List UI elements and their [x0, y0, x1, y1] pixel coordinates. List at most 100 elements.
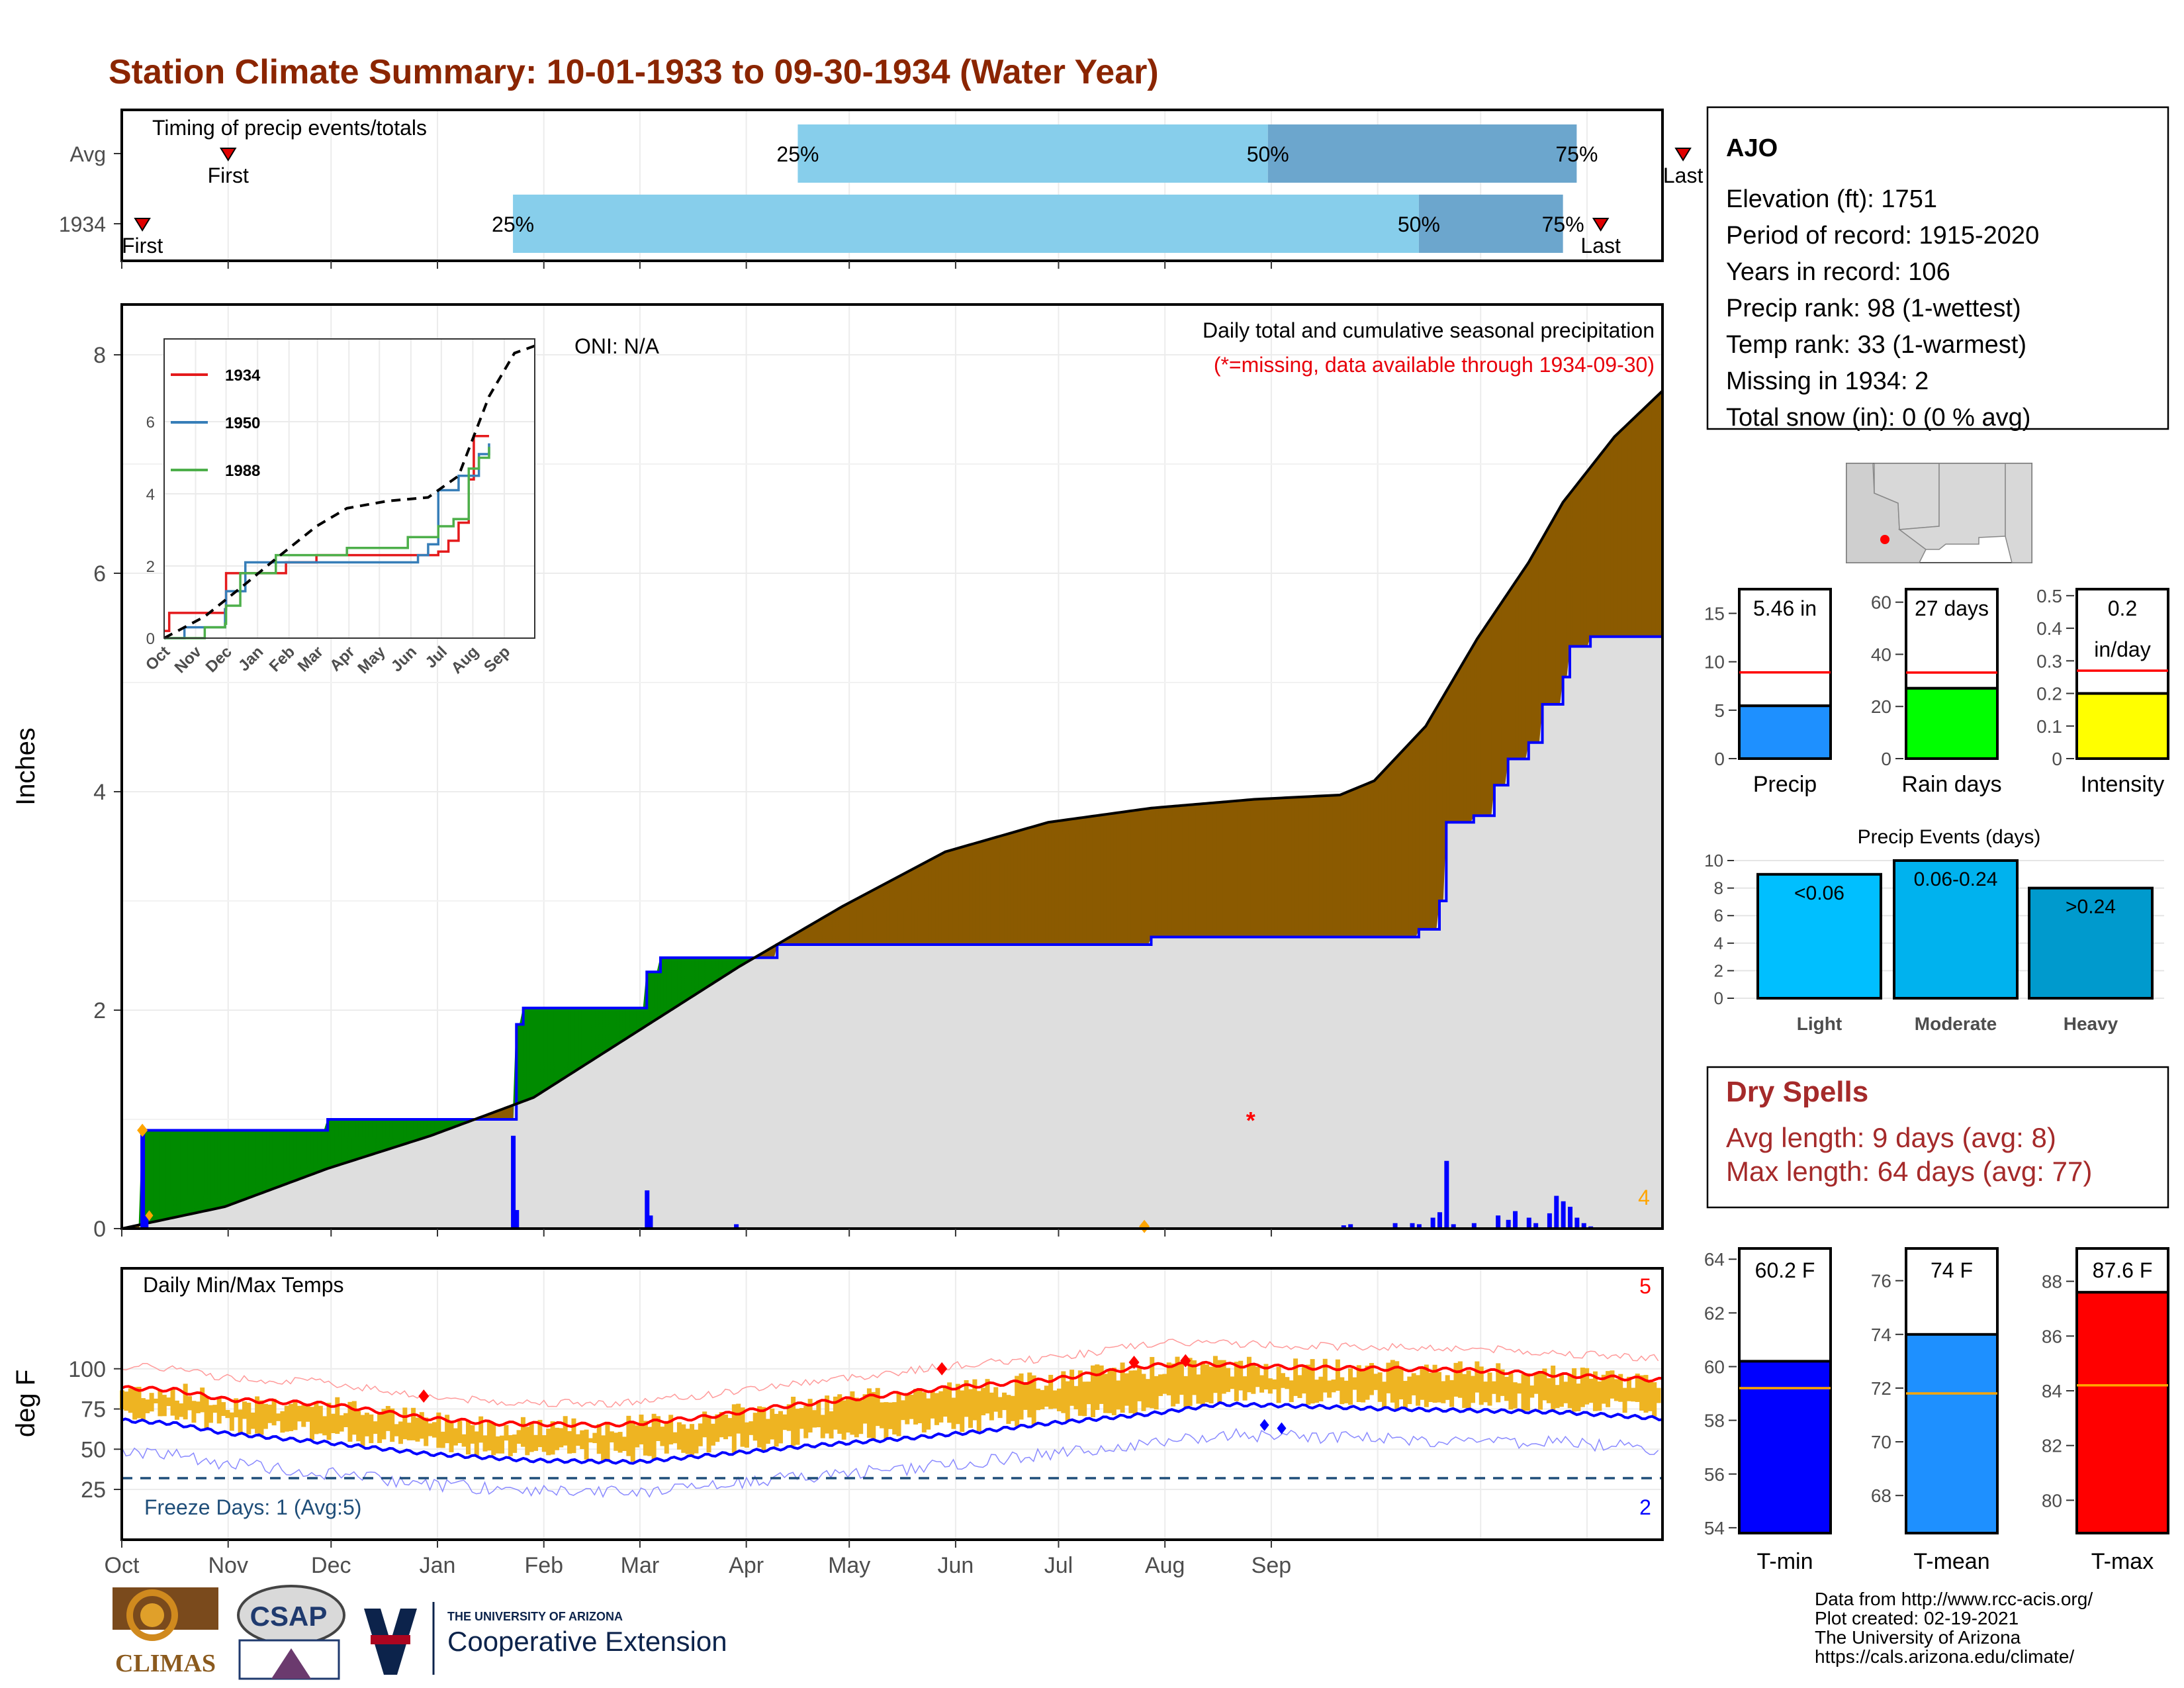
- daily-temp-bar: [1137, 1367, 1142, 1401]
- daily-temp-bar: [491, 1423, 496, 1456]
- daily-temp-bar: [803, 1405, 809, 1438]
- daily-temp-bar: [1470, 1376, 1475, 1403]
- daily-temp-bar: [685, 1429, 690, 1454]
- daily-temp-bar: [474, 1431, 479, 1457]
- daily-temp-bar: [706, 1415, 711, 1453]
- daily-temp-bar: [846, 1397, 851, 1433]
- daily-temp-bar: [757, 1406, 762, 1448]
- y-tick-label: 8: [93, 343, 106, 368]
- station-line: Total snow (in): 0 (0 % avg): [1726, 404, 2030, 432]
- daily-temp-bar: [1500, 1369, 1505, 1396]
- daily-temp-bar: [1361, 1370, 1366, 1403]
- y-tick-label: 72: [1871, 1378, 1891, 1399]
- daily-temp-bar: [263, 1403, 268, 1429]
- daily-temp-bar: [609, 1431, 614, 1442]
- daily-temp-bar: [520, 1417, 525, 1447]
- timing-bar-50-75: [1267, 124, 1577, 183]
- daily-temp-bar: [567, 1430, 572, 1454]
- station-line: Years in record: 106: [1726, 258, 1950, 286]
- timing-label-75: 75%: [1555, 142, 1598, 166]
- daily-temp-bar: [440, 1431, 445, 1448]
- daily-temp-bar: [837, 1394, 842, 1434]
- daily-temp-bar: [1031, 1375, 1036, 1425]
- daily-temp-bar: [1483, 1382, 1488, 1403]
- daily-temp-bar: [791, 1396, 796, 1446]
- daily-temp-bar: [942, 1387, 948, 1417]
- daily-temp-bar: [1652, 1382, 1657, 1417]
- daily-temp-bar: [647, 1427, 653, 1456]
- daily-temp-bar: [930, 1391, 935, 1419]
- summary-label: Intensity: [2081, 772, 2165, 797]
- daily-temp-bar: [1208, 1366, 1214, 1404]
- first-label: First: [208, 164, 249, 187]
- ua-small-text: THE UNIVERSITY OF ARIZONA: [447, 1610, 623, 1623]
- daily-temp-bar: [744, 1422, 749, 1448]
- last-label: Last: [1663, 164, 1704, 187]
- daily-temp-bar: [1512, 1382, 1518, 1409]
- summary-bars: 0 5 10 15 5.46 in Precip 0 20 40 60 27 days Rain da…: [1704, 586, 2171, 797]
- daily-temp-bar: [385, 1405, 390, 1431]
- y-tick-label: 62: [1704, 1303, 1725, 1323]
- daily-temp-bar: [1331, 1380, 1336, 1393]
- daily-temp-bar: [887, 1402, 893, 1429]
- daily-temp-bar: [1411, 1373, 1416, 1395]
- daily-temp-bar: [212, 1405, 218, 1413]
- y-tick-label: 50: [81, 1437, 106, 1462]
- summary-value: 5.46 in: [1753, 596, 1817, 620]
- y-tick-label: 2: [1714, 961, 1723, 980]
- inset-y-tick-label: 6: [146, 414, 155, 432]
- average-max-line: [121, 1360, 1663, 1429]
- y-tick-label: 2: [93, 998, 106, 1023]
- daily-temp-bar: [1348, 1368, 1353, 1405]
- daily-temp-bar: [1175, 1356, 1180, 1404]
- y-tick-label: 70: [1871, 1432, 1891, 1452]
- daily-precip-bar: [1341, 1225, 1346, 1229]
- daily-temp-bar: [681, 1424, 686, 1453]
- daily-temp-bar: [390, 1408, 395, 1442]
- ua-big-text: Cooperative Extension: [447, 1626, 727, 1657]
- daily-temp-bar: [1107, 1370, 1113, 1413]
- daily-temp-bar: [1162, 1374, 1167, 1394]
- daily-temp-bar: [1626, 1376, 1631, 1401]
- daily-temp-bar: [1259, 1375, 1265, 1393]
- y-tick-label: 8: [1714, 878, 1723, 898]
- daily-temp-bar: [1196, 1374, 1201, 1404]
- y-tick-label: 0: [2052, 749, 2062, 769]
- daily-temp-bar: [1416, 1375, 1421, 1406]
- first-marker: [219, 148, 237, 162]
- y-tick-label: 54: [1704, 1518, 1725, 1538]
- oni-label: ONI: N/A: [574, 334, 660, 358]
- y-tick-label: 0: [1714, 749, 1725, 769]
- daily-temp-bar: [445, 1415, 450, 1444]
- daily-temp-bar: [183, 1383, 188, 1420]
- record-high-marker: [418, 1389, 430, 1403]
- daily-temp-bar: [1592, 1371, 1598, 1411]
- daily-temp-bar: [1293, 1358, 1298, 1396]
- daily-temp-bar: [1445, 1375, 1450, 1400]
- daily-temp-bar: [575, 1434, 580, 1446]
- daily-temp-bar: [1166, 1362, 1171, 1395]
- daily-temp-bar: [749, 1421, 754, 1435]
- daily-temp-bar: [892, 1402, 897, 1435]
- daily-temp-bar: [525, 1427, 530, 1456]
- daily-temp-bar: [1179, 1362, 1184, 1395]
- daily-temp-bar: [428, 1423, 433, 1436]
- daily-temp-bar: [795, 1409, 800, 1445]
- y-tick-label: 0: [93, 1217, 106, 1242]
- daily-temp-bar: [449, 1423, 454, 1452]
- daily-temp-bar: [921, 1392, 927, 1432]
- timing-bar-25-50: [797, 124, 1268, 183]
- daily-temp-bar: [275, 1413, 281, 1421]
- daily-temp-bar: [740, 1407, 745, 1447]
- y-tick-label: 0.1: [2036, 716, 2062, 737]
- daily-temp-bar: [1647, 1380, 1653, 1411]
- page-title: Station Climate Summary: 10-01-1933 to 0…: [109, 53, 1159, 91]
- daily-temp-bar: [854, 1397, 859, 1438]
- record-high-marker: [1180, 1354, 1191, 1368]
- daily-temp-bar: [761, 1407, 766, 1450]
- station-location-dot: [1880, 535, 1889, 544]
- x-tick-label: Apr: [729, 1553, 764, 1578]
- timing-row-label: Avg: [69, 142, 106, 166]
- daily-temp-bar: [752, 1413, 758, 1441]
- daily-temp-bar: [369, 1414, 374, 1444]
